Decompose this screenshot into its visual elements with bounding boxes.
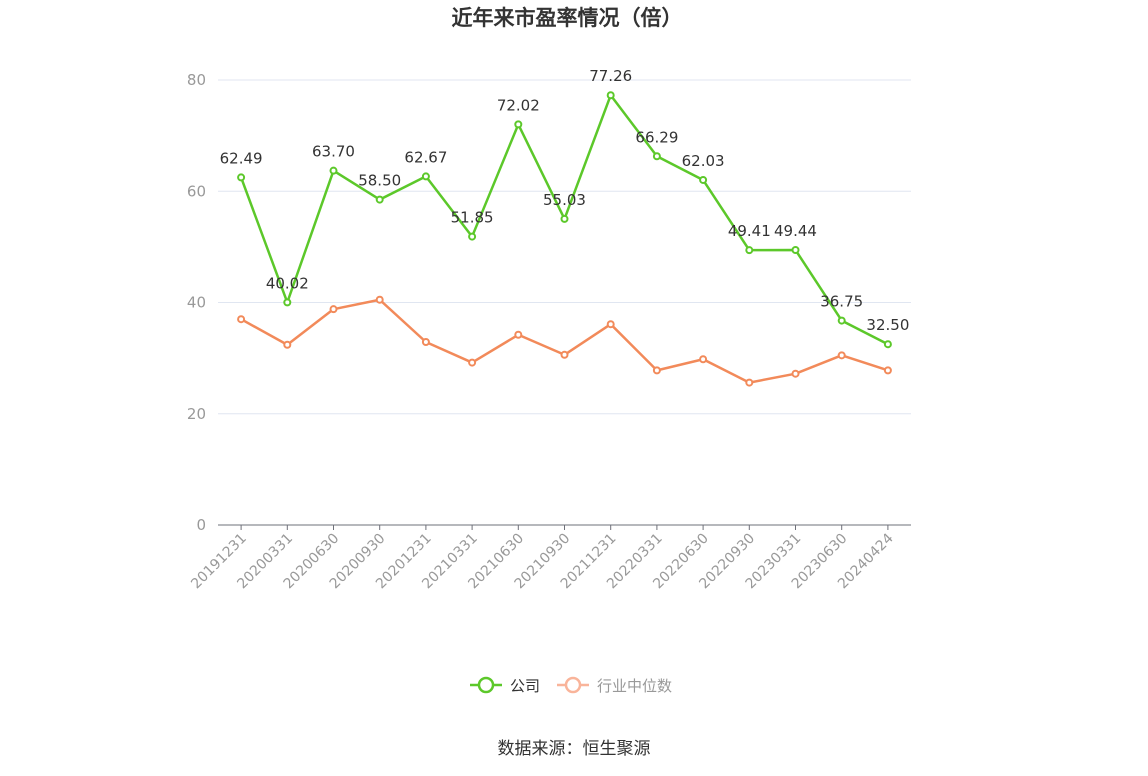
data-point[interactable] <box>606 91 615 100</box>
data-point[interactable] <box>699 355 708 364</box>
data-point[interactable] <box>652 366 661 375</box>
data-label: 58.50 <box>358 172 401 190</box>
data-point[interactable] <box>745 378 754 387</box>
data-point[interactable] <box>237 173 246 182</box>
data-point[interactable] <box>421 172 430 181</box>
y-tick-label: 20 <box>187 405 206 423</box>
data-label: 63.70 <box>312 143 355 161</box>
chart-title: 近年来市盈率情况（倍） <box>452 6 683 30</box>
data-point[interactable] <box>837 316 846 325</box>
legend-marker-icon <box>477 676 495 694</box>
data-point[interactable] <box>421 337 430 346</box>
data-point[interactable] <box>560 350 569 359</box>
data-label: 40.02 <box>266 274 309 292</box>
data-point[interactable] <box>652 152 661 161</box>
data-point[interactable] <box>468 358 477 367</box>
data-label: 49.41 <box>728 222 771 240</box>
data-point[interactable] <box>883 366 892 375</box>
legend-label: 公司 <box>510 677 540 695</box>
data-point[interactable] <box>837 351 846 360</box>
data-point[interactable] <box>237 315 246 324</box>
data-point[interactable] <box>560 214 569 223</box>
data-point[interactable] <box>514 120 523 129</box>
data-label: 32.50 <box>866 316 909 334</box>
data-source-note: 数据来源：恒生聚源 <box>498 739 651 759</box>
data-point[interactable] <box>468 232 477 241</box>
data-point[interactable] <box>514 330 523 339</box>
data-point[interactable] <box>375 295 384 304</box>
data-point[interactable] <box>699 175 708 184</box>
legend-label: 行业中位数 <box>597 677 672 695</box>
y-axis: 0 20 40 60 80 <box>187 71 206 534</box>
data-label: 77.26 <box>589 67 632 85</box>
y-tick-label: 0 <box>196 516 206 534</box>
data-point[interactable] <box>329 305 338 314</box>
data-label: 36.75 <box>820 293 863 311</box>
legend-item-company[interactable]: 公司 <box>470 676 540 695</box>
legend[interactable]: 公司 行业中位数 <box>470 676 672 695</box>
series-lines <box>237 91 892 387</box>
x-axis: 2019123120200331202006302020093020201231… <box>188 524 911 592</box>
data-point[interactable] <box>745 246 754 255</box>
data-label: 62.49 <box>220 149 263 167</box>
data-label: 72.02 <box>497 96 540 114</box>
data-label: 55.03 <box>543 191 586 209</box>
y-tick-label: 40 <box>187 294 206 312</box>
y-tick-label: 80 <box>187 71 206 89</box>
legend-marker-icon <box>564 676 582 694</box>
y-tick-label: 60 <box>187 182 206 200</box>
data-point[interactable] <box>791 369 800 378</box>
data-point[interactable] <box>791 245 800 254</box>
data-point[interactable] <box>283 298 292 307</box>
data-point[interactable] <box>606 320 615 329</box>
data-label: 51.85 <box>451 209 494 227</box>
data-label: 62.67 <box>404 148 447 166</box>
series-line <box>240 298 889 384</box>
data-label: 62.03 <box>682 152 725 170</box>
data-point[interactable] <box>883 340 892 349</box>
data-point[interactable] <box>329 166 338 175</box>
legend-item-industry-median[interactable]: 行业中位数 <box>557 676 672 695</box>
grid-lines <box>218 79 911 415</box>
data-label: 49.44 <box>774 222 817 240</box>
data-point[interactable] <box>375 195 384 204</box>
data-label: 66.29 <box>635 128 678 146</box>
data-point[interactable] <box>283 340 292 349</box>
